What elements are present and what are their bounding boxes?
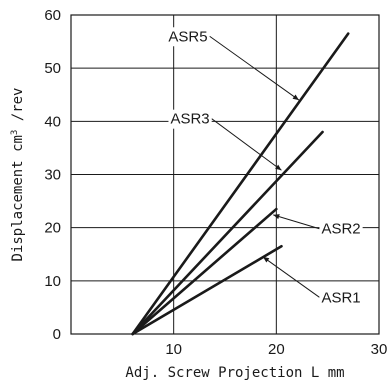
series-label-bg-asr3 bbox=[168, 109, 212, 129]
y-axis-title-main: Displacement cm bbox=[10, 135, 26, 261]
series-label-bg-asr5 bbox=[166, 27, 210, 47]
leader-asr3 bbox=[211, 118, 282, 171]
y-tick-label-20: 20 bbox=[44, 220, 61, 237]
series-label-asr5: ASR5 bbox=[168, 28, 207, 45]
y-axis-title-unit: /rev bbox=[10, 87, 26, 129]
series-label-asr3: ASR3 bbox=[170, 111, 209, 128]
series-line-asr1 bbox=[131, 244, 283, 336]
y-axis-title: Displacement cm3 /rev bbox=[10, 87, 26, 261]
leader-asr1 bbox=[262, 256, 320, 298]
series-line-asr5 bbox=[131, 32, 350, 336]
y-tick-label-10: 10 bbox=[44, 273, 61, 290]
grid bbox=[71, 15, 379, 334]
x-axis-title: Adj. Screw Projection L mm bbox=[125, 365, 344, 381]
y-tick-label-40: 40 bbox=[44, 113, 61, 130]
x-tick-label-10: 10 bbox=[165, 341, 182, 358]
leader-arrow-asr1 bbox=[262, 256, 270, 263]
leader-arrow-asr3 bbox=[275, 164, 282, 171]
series-label-bg-asr1 bbox=[319, 288, 363, 308]
tick-labels: 0 10 20 30 40 50 60 10 20 30 bbox=[44, 7, 387, 358]
y-tick-label-50: 50 bbox=[44, 60, 61, 77]
series-label-bg-asr2 bbox=[319, 219, 363, 239]
series-label-asr1: ASR1 bbox=[321, 289, 360, 306]
leader-arrow-asr2 bbox=[273, 214, 280, 220]
series-label-asr2: ASR2 bbox=[321, 221, 360, 238]
series-line-asr2 bbox=[131, 207, 278, 336]
y-tick-label-30: 30 bbox=[44, 167, 61, 184]
label-leaders bbox=[209, 35, 320, 298]
series-labels: ASR5 ASR3 ASR2 ASR1 bbox=[166, 27, 363, 308]
x-tick-label-20: 20 bbox=[268, 341, 285, 358]
y-axis-title-superscript: 3 bbox=[10, 130, 20, 135]
plot-frame bbox=[70, 14, 380, 335]
series-lines bbox=[131, 32, 350, 336]
y-tick-label-0: 0 bbox=[53, 326, 61, 343]
series-line-asr3 bbox=[131, 130, 324, 336]
leader-asr5 bbox=[209, 35, 300, 101]
y-tick-label-60: 60 bbox=[44, 7, 61, 24]
x-tick-label-30: 30 bbox=[371, 341, 388, 358]
leader-asr2 bbox=[273, 214, 320, 230]
leader-arrow-asr5 bbox=[292, 94, 299, 101]
